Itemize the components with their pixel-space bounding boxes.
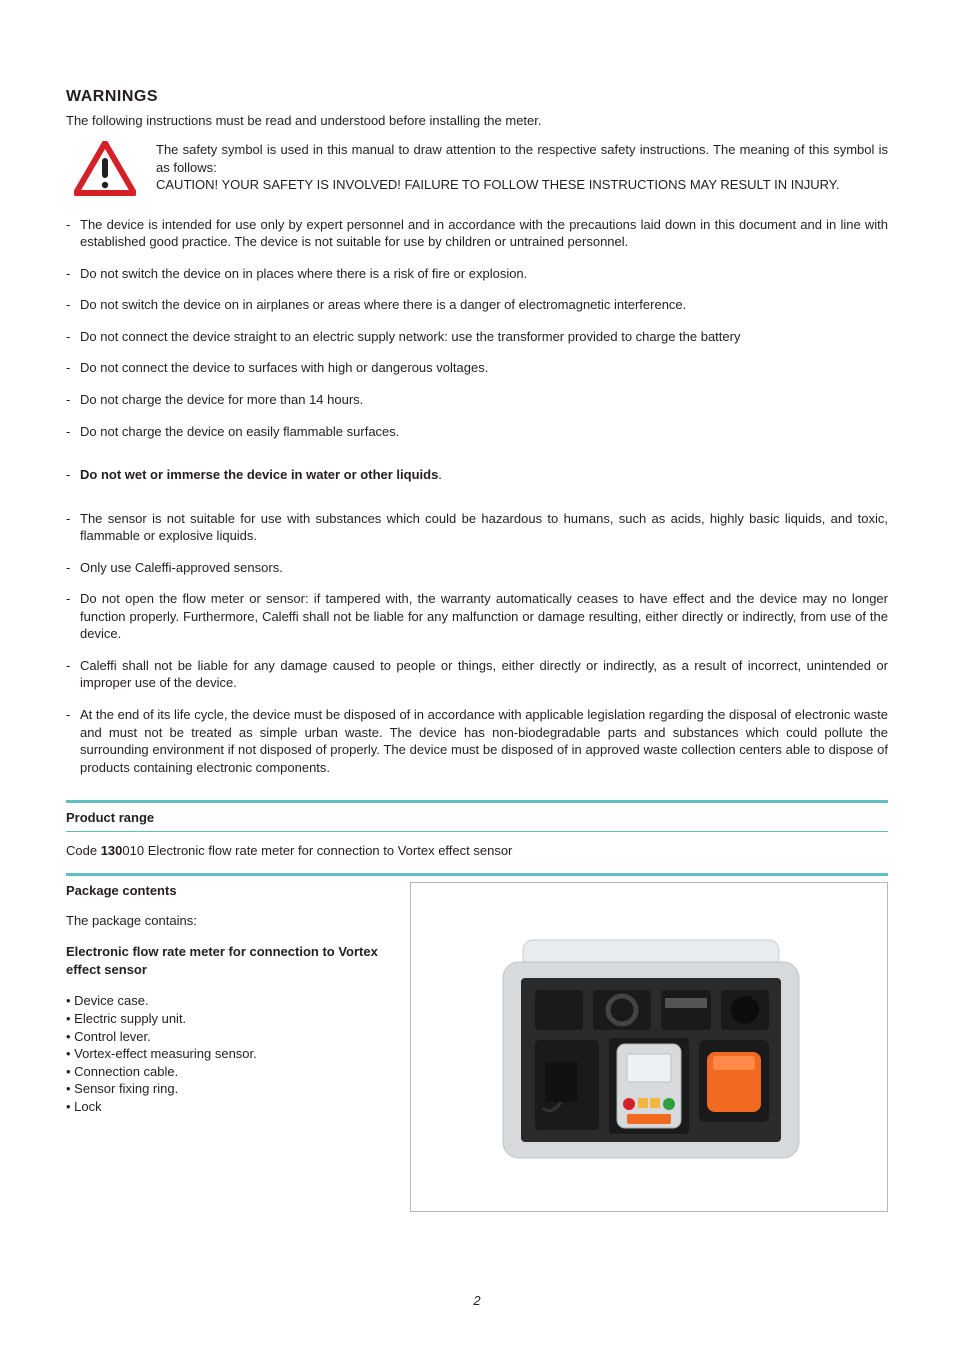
list-item: Sensor fixing ring.	[66, 1080, 386, 1098]
warning-item: -Do not connect the device straight to a…	[66, 328, 888, 346]
warning-item: -Do not switch the device on in airplane…	[66, 296, 888, 314]
warning-item: -The device is intended for use only by …	[66, 216, 888, 251]
warning-item: -Do not charge the device for more than …	[66, 391, 888, 409]
warning-item: -At the end of its life cycle, the devic…	[66, 706, 888, 776]
package-contents-list: Device case. Electric supply unit. Contr…	[66, 992, 386, 1115]
safety-symbol-text-1: The safety symbol is used in this manual…	[156, 141, 888, 176]
package-contents-intro: The package contains:	[66, 912, 386, 930]
package-contents-subtitle: Electronic flow rate meter for connectio…	[66, 943, 386, 978]
warning-item: -Do not open the flow meter or sensor: i…	[66, 590, 888, 643]
warning-item: -Do not switch the device on in places w…	[66, 265, 888, 283]
safety-symbol-row: The safety symbol is used in this manual…	[66, 141, 888, 202]
warnings-intro: The following instructions must be read …	[66, 112, 888, 130]
product-range-code: Code 130010 Electronic flow rate meter f…	[66, 842, 888, 860]
list-item: Device case.	[66, 992, 386, 1010]
safety-symbol-text-2: CAUTION! YOUR SAFETY IS INVOLVED! FAILUR…	[156, 176, 888, 194]
warning-item: -Do not charge the device on easily flam…	[66, 423, 888, 441]
warning-item: -Only use Caleffi-approved sensors.	[66, 559, 888, 577]
product-range-heading: Product range	[66, 803, 888, 832]
warning-item-bold: -Do not wet or immerse the device in wat…	[66, 466, 888, 484]
list-item: Connection cable.	[66, 1063, 386, 1081]
section-divider	[66, 873, 888, 876]
warning-triangle-icon	[74, 141, 136, 202]
list-item: Control lever.	[66, 1028, 386, 1046]
warning-item: -Caleffi shall not be liable for any dam…	[66, 657, 888, 692]
warning-item: -The sensor is not suitable for use with…	[66, 510, 888, 545]
list-item: Vortex-effect measuring sensor.	[66, 1045, 386, 1063]
package-image	[410, 882, 888, 1212]
package-contents-heading: Package contents	[66, 882, 386, 900]
list-item: Lock	[66, 1098, 386, 1116]
page-number: 2	[0, 1292, 954, 1310]
list-item: Electric supply unit.	[66, 1010, 386, 1028]
warnings-heading: WARNINGS	[66, 86, 888, 108]
warning-item: -Do not connect the device to surfaces w…	[66, 359, 888, 377]
